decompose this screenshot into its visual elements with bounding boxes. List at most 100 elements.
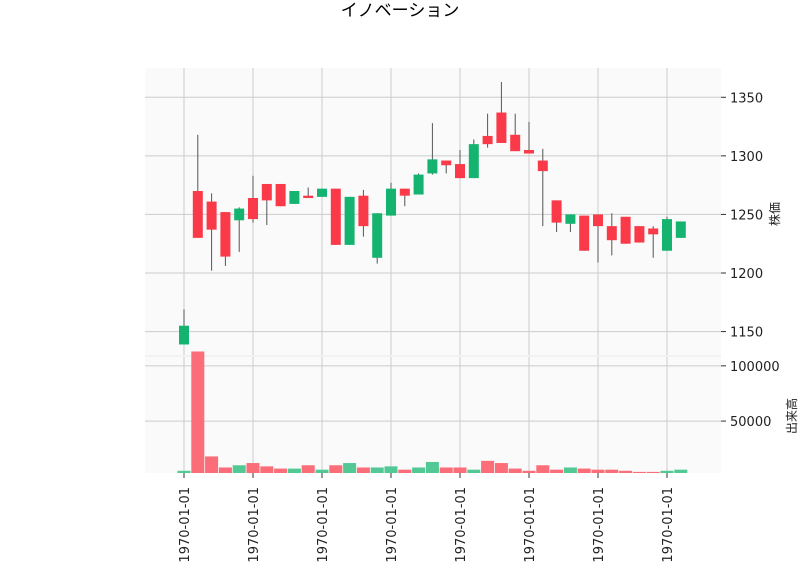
volume-bar [205,456,219,473]
volume-bar [356,467,370,473]
grid-lines [145,68,721,473]
volume-bar [343,463,357,473]
price-panel [145,68,721,355]
volume-tick-label: 100000 [730,360,780,375]
volume-bar [398,469,412,473]
candle-body [179,325,189,345]
volume-bar [246,463,260,473]
volume-bar [384,466,398,473]
candles [179,82,686,345]
candle-body [234,208,245,221]
volume-bar [177,470,191,473]
volume-bar [619,470,633,473]
volume-axis-label: 出来高 [784,398,799,434]
price-tick-label: 1300 [730,150,763,165]
candle-body [413,174,424,195]
candle-body [206,201,217,230]
volume-bar [646,471,660,473]
candle-body [551,200,562,223]
candle-body [344,196,355,245]
price-axis-label: 株価 [767,202,782,226]
volume-bar [632,471,646,473]
volume-bars [177,351,688,473]
candle-body [386,188,396,216]
volume-bar [536,465,550,473]
volume-bar [550,469,564,473]
volume-bar [301,465,315,473]
x-tick-label: 1970-01-01 [385,487,400,563]
volume-bar [453,467,467,473]
candle-body [275,183,286,207]
price-tick-label: 1150 [730,326,763,341]
volume-bar [191,351,205,473]
volume-panel [145,357,721,473]
candle-body [303,195,314,199]
x-tick-label: 1970-01-01 [247,487,262,563]
candle-body [289,191,300,204]
candle-body [482,135,493,145]
volume-bar [412,467,426,473]
candle-body [634,226,645,243]
candle-body [261,183,272,201]
candle-body [441,160,452,166]
volume-bar [260,466,274,473]
volume-bar [674,469,688,473]
volume-bar [315,469,329,473]
volume-bar [287,468,301,473]
price-tick-label: 1200 [730,267,763,282]
candle-body [248,198,258,220]
candle-body [510,134,521,152]
candle-body [330,188,341,245]
x-tick-label: 1970-01-01 [592,487,607,563]
volume-bar [370,467,384,473]
volume-bar [522,470,536,473]
candle-body [648,228,659,235]
candle-body [220,212,231,257]
volume-bar [494,463,508,473]
candle-body [579,215,590,251]
candle-body [427,159,438,174]
candle-body [192,191,203,238]
x-tick-label: 1970-01-01 [523,487,538,563]
candle-body [606,226,617,241]
volume-bar [439,467,453,473]
volume-bar [467,469,481,473]
volume-bar [591,469,605,473]
candle-body [455,164,465,179]
x-tick-label: 1970-01-01 [454,487,469,563]
volume-bar [577,468,591,473]
candle-body [317,188,327,197]
volume-bar [218,467,232,473]
volume-tick-label: 50000 [730,415,771,430]
volume-bar [563,467,577,473]
y-axis-ticks: 1150 1200 1250 1300 1350 50000 100000 [721,91,780,430]
candle-body [468,144,479,179]
volume-bar [232,465,246,473]
candle-body [399,188,410,196]
chart-title: イノベーション [341,1,460,21]
x-tick-label: 1970-01-01 [178,487,193,563]
candle-body [537,160,548,172]
candle-body [675,221,686,238]
volume-bar [605,469,619,473]
candle-body [593,214,603,227]
candle-body [372,213,383,258]
volume-bar [660,470,674,473]
price-tick-label: 1250 [730,208,763,223]
volume-bar [508,468,522,473]
price-tick-label: 1350 [730,91,763,106]
candle-body [524,150,534,154]
candle-body [620,216,631,244]
volume-bar [481,460,495,473]
volume-bar [425,461,439,473]
candle-body [496,112,507,143]
volume-bar [329,465,343,473]
candle-body [358,195,369,227]
volume-bar [274,468,288,473]
x-tick-label: 1970-01-01 [661,487,676,563]
x-tick-label: 1970-01-01 [316,487,331,563]
candle-body [565,214,576,224]
candle-body [662,219,672,251]
x-axis-ticks: 1970-01-01 1970-01-01 1970-01-01 1970-01-01… [178,473,676,563]
